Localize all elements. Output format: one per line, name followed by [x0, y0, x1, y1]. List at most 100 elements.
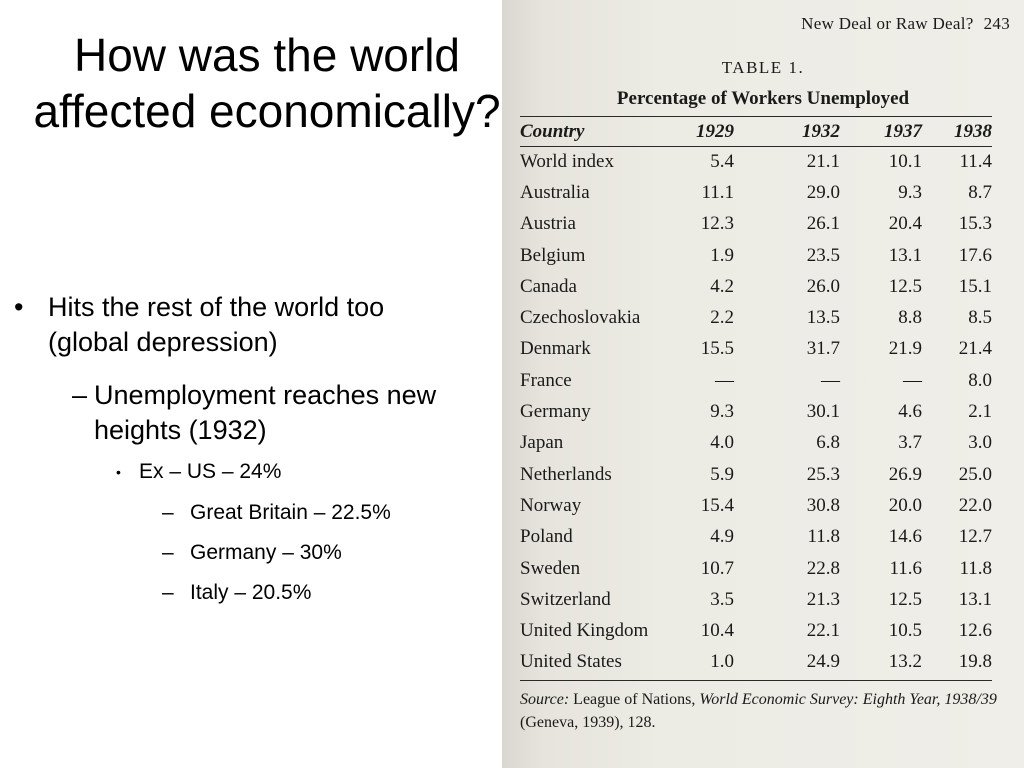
value-cell: 20.0: [888, 494, 922, 516]
value-cell: 29.0: [806, 181, 840, 203]
table-row: Sweden 10.7 22.8 11.6 11.8: [520, 553, 992, 584]
value-cell: 12.5: [888, 275, 922, 297]
value-cell: 26.1: [806, 213, 840, 235]
value-cell: 12.7: [958, 526, 992, 548]
country-cell: Belgium: [520, 244, 586, 266]
table-label: TABLE 1.: [721, 58, 805, 77]
bullet-text: Hits the rest of the world too (global d…: [48, 292, 385, 358]
country-cell: Czechoslovakia: [520, 307, 641, 329]
value-cell: 23.5: [806, 244, 840, 266]
value-cell: 12.6: [958, 620, 992, 642]
value-cell: 12.5: [888, 588, 922, 610]
value-cell: 10.7: [700, 557, 734, 579]
value-cell: 19.8: [958, 651, 992, 673]
column-header: 1937: [884, 121, 922, 142]
column-header: 1938: [954, 121, 992, 142]
country-item-text: Italy – 20.5%: [190, 581, 312, 605]
country-cell: Poland: [520, 526, 573, 548]
value-cell: 24.9: [806, 651, 840, 673]
dash-marker: –: [162, 500, 174, 524]
sub-bullet-text: Unemployment reaches new heights (1932): [94, 380, 437, 446]
page-number: 243: [983, 14, 1010, 33]
value-cell: 3.7: [898, 432, 922, 454]
table-row: Switzerland 3.5 21.3 12.5 13.1: [520, 584, 992, 615]
value-cell: 3.5: [710, 588, 734, 610]
value-cell: 30.8: [806, 494, 840, 516]
table-source-note: Source: League of Nations, World Economi…: [520, 688, 1000, 734]
table-body: World index 5.4 21.1 10.1 11.4 Australia 11.1 2…: [520, 146, 992, 678]
table-row: Austria 12.3 26.1 20.4 15.3: [520, 209, 992, 240]
value-cell: 21.1: [806, 150, 840, 172]
value-cell: 13.5: [806, 307, 840, 329]
table-row: Belgium 1.9 23.5 13.1 17.6: [520, 240, 992, 271]
country-cell: France: [520, 369, 572, 391]
table-row: World index 5.4 21.1 10.1 11.4: [520, 146, 992, 177]
dash-marker: –: [72, 380, 88, 411]
value-cell: 25.0: [958, 463, 992, 485]
value-cell: 15.5: [700, 338, 734, 360]
country-item-text: Germany – 30%: [190, 540, 342, 564]
country-cell: Austria: [520, 213, 576, 235]
table-row: Norway 15.4 30.8 20.0 22.0: [520, 490, 992, 521]
column-header: 1929: [696, 121, 734, 142]
country-cell: Norway: [520, 494, 582, 516]
country-item-text: Great Britain – 22.5%: [190, 500, 391, 524]
value-cell: 11.4: [959, 150, 992, 172]
table-row: France — — — 8.0: [520, 365, 992, 396]
value-cell: 4.2: [710, 275, 734, 297]
country-cell: Switzerland: [520, 588, 611, 610]
value-cell: 11.8: [807, 526, 840, 548]
value-cell: 15.3: [958, 213, 992, 235]
value-cell: 5.4: [710, 150, 734, 172]
value-cell: 3.0: [968, 432, 992, 454]
table-row: Germany 9.3 30.1 4.6 2.1: [520, 396, 992, 427]
value-cell: 9.3: [710, 401, 734, 423]
value-cell: 1.0: [710, 651, 734, 673]
country-cell: Germany: [520, 401, 591, 423]
value-cell: 10.5: [888, 620, 922, 642]
country-cell: Canada: [520, 275, 577, 297]
country-cell: Sweden: [520, 557, 581, 579]
value-cell: 8.0: [968, 369, 992, 391]
table-title: Percentage of Workers Unemployed: [616, 88, 910, 109]
value-cell: 25.3: [806, 463, 840, 485]
source-rest: (Geneva, 1939), 128.: [520, 714, 656, 732]
country-cell: United Kingdom: [520, 620, 649, 642]
dash-marker: –: [162, 581, 174, 605]
value-cell: 15.4: [700, 494, 734, 516]
value-cell: 15.1: [958, 275, 992, 297]
value-cell: 1.9: [710, 244, 734, 266]
value-cell: 4.9: [710, 526, 734, 548]
example-text: Ex – US – 24%: [139, 460, 282, 484]
slide-title: How was the world affected economically?: [33, 29, 501, 137]
sub-bullet-unemployment: – Unemployment reaches new heights (1932…: [72, 378, 474, 448]
value-cell: 21.9: [888, 338, 922, 360]
country-cell: World index: [520, 150, 614, 172]
dash-marker: –: [162, 540, 174, 564]
table-row: United States 1.0 24.9 13.2 19.8: [520, 647, 992, 678]
value-cell: 13.2: [888, 651, 922, 673]
value-cell: 14.6: [888, 526, 922, 548]
value-cell: 21.4: [958, 338, 992, 360]
bullet-marker: •: [14, 292, 24, 322]
book-page-image: New Deal or Raw Deal? 243 TABLE 1. Percen…: [502, 0, 1024, 768]
value-cell: 5.9: [710, 463, 734, 485]
table-row: Poland 4.9 11.8 14.6 12.7: [520, 522, 992, 553]
value-cell: 4.0: [710, 432, 734, 454]
column-header: 1932: [802, 121, 840, 142]
table-row: Czechoslovakia 2.2 13.5 8.8 8.5: [520, 302, 992, 333]
country-item-great-britain: – Great Britain – 22.5%: [162, 499, 500, 526]
value-cell: 26.9: [888, 463, 922, 485]
value-cell: 8.7: [968, 181, 992, 203]
value-cell: 8.8: [898, 307, 922, 329]
table-rule-top: [520, 116, 992, 117]
table-row: Japan 4.0 6.8 3.7 3.0: [520, 428, 992, 459]
table-rule-bottom: [520, 680, 992, 681]
value-cell: 4.6: [898, 401, 922, 423]
value-cell: —: [715, 369, 734, 391]
value-cell: 6.8: [816, 432, 840, 454]
running-head-title: New Deal or Raw Deal?: [801, 14, 974, 33]
value-cell: 26.0: [806, 275, 840, 297]
bullet-global-depression: • Hits the rest of the world too (global…: [14, 290, 438, 360]
value-cell: 13.1: [958, 588, 992, 610]
